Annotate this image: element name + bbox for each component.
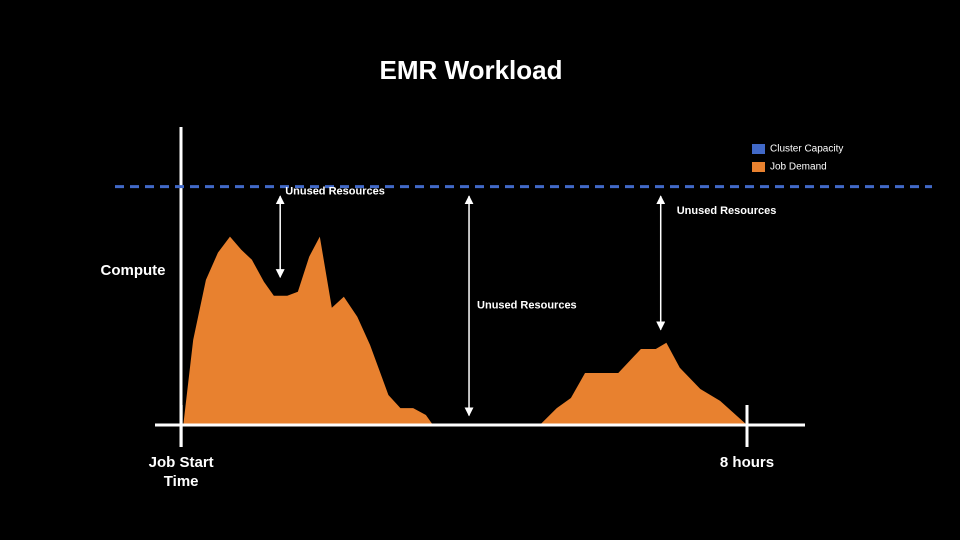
annotation-text: Unused Resources (285, 186, 385, 198)
chart-title: EMR Workload (380, 55, 563, 85)
demand-area (183, 236, 748, 425)
y-axis-label: Compute (101, 262, 166, 279)
annotation-text: Unused Resources (677, 205, 777, 217)
legend-swatch (752, 144, 765, 154)
x-tick-label: 8 hours (719, 454, 775, 471)
x-tick-label: Job Start Time (148, 454, 214, 490)
legend-swatch (752, 162, 765, 172)
legend-label: Cluster Capacity (770, 144, 843, 155)
legend-label: Job Demand (770, 162, 827, 173)
annotation-text: Unused Resources (477, 300, 577, 312)
